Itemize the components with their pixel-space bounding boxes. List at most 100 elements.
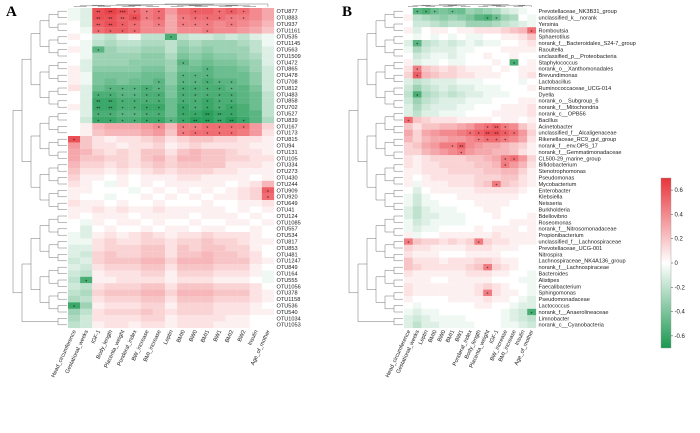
heatmap-a-cell xyxy=(80,14,93,21)
heatmap-b-cell xyxy=(439,174,449,181)
heatmap-b-cell xyxy=(430,302,440,309)
heatmap-b-cell xyxy=(421,148,431,156)
heatmap-a-cell xyxy=(225,148,238,156)
heatmap-a-cell xyxy=(68,104,81,111)
heatmap-a-cell xyxy=(140,315,153,322)
heatmap-b-cell xyxy=(474,257,484,265)
heatmap-a-cell xyxy=(68,168,81,175)
heatmap-a-cell xyxy=(164,168,178,175)
column-dendrogram-branch xyxy=(73,6,87,7)
heatmap-a-cell xyxy=(225,27,238,34)
heatmap-a-cell xyxy=(164,91,178,98)
heatmap-a-cell xyxy=(152,308,166,316)
heatmap-b-cell xyxy=(412,257,422,265)
row-dendrogram-branch xyxy=(48,193,58,207)
heatmap-a-cell xyxy=(104,27,117,34)
heatmap-b-cell xyxy=(518,315,528,322)
heatmap-b-cell xyxy=(500,302,510,309)
heatmap-b-cell xyxy=(412,232,422,239)
heatmap-a-cell xyxy=(92,257,105,265)
heatmap-a-cell xyxy=(80,174,93,181)
heatmap-a-cell xyxy=(68,302,81,309)
heatmap-a-cell xyxy=(261,251,275,258)
heatmap-a-cell xyxy=(261,283,275,290)
heatmap-b-cell xyxy=(500,308,510,316)
heatmap-b-cell xyxy=(465,52,475,60)
heatmap-b-cell xyxy=(509,91,519,98)
heatmap-a-cell xyxy=(201,110,214,117)
row-dendrogram-branch xyxy=(48,65,58,79)
heatmap-b-cell xyxy=(404,129,413,137)
heatmap-a-cell xyxy=(152,270,166,277)
heatmap-b-cell xyxy=(448,174,457,181)
row-dendrogram-branch xyxy=(48,14,58,28)
row-label: unclassified_k__norank xyxy=(539,16,598,22)
heatmap-b-cell xyxy=(483,244,493,252)
row-label: OTU430 xyxy=(277,176,298,182)
heatmap-a-cell xyxy=(249,14,262,21)
heatmap-a-cell xyxy=(201,33,214,41)
heatmap-a-cell xyxy=(80,276,93,284)
colorbar-tick-label: 0.6 xyxy=(675,188,684,194)
heatmap-b-cell xyxy=(518,78,528,85)
heatmap-b-cell xyxy=(483,225,493,233)
heatmap-a-cell xyxy=(164,180,178,188)
heatmap-b-cell xyxy=(456,308,466,316)
heatmap-b-cell xyxy=(412,289,422,297)
heatmap-b-cell xyxy=(421,123,431,130)
significance-mark: * xyxy=(531,311,533,316)
heatmap-a-cell xyxy=(128,302,141,309)
heatmap-b-cell xyxy=(500,232,510,239)
heatmap-b-cell xyxy=(430,283,440,290)
significance-mark: * xyxy=(416,42,418,47)
significance-mark: * xyxy=(513,157,515,162)
heatmap-b-cell xyxy=(483,129,493,137)
heatmap-b-cell xyxy=(421,14,431,21)
heatmap-b-cell xyxy=(430,40,440,47)
heatmap-b-cell xyxy=(500,136,510,143)
heatmap-a-cell xyxy=(80,315,93,322)
heatmap-a-cell xyxy=(68,180,81,188)
heatmap-b-cell xyxy=(412,264,422,271)
heatmap-a-cell xyxy=(213,46,226,53)
row-label: Prevotellaceae_NK3B31_group xyxy=(539,9,617,15)
heatmap-a-cell xyxy=(249,78,262,85)
heatmap-a-cell xyxy=(68,155,81,162)
significance-mark: * xyxy=(231,93,233,98)
row-label: OTU1247 xyxy=(277,259,301,265)
significance-mark: * xyxy=(73,138,75,143)
row-dendrogram-branch xyxy=(384,90,394,105)
heatmap-a-cell xyxy=(225,289,238,297)
heatmap-b-cell xyxy=(456,148,466,156)
heatmap-a-cell xyxy=(92,174,105,181)
heatmap-a-cell xyxy=(201,78,214,85)
heatmap-a-cell xyxy=(177,116,190,124)
row-dendrogram-branch xyxy=(384,167,394,182)
column-label: BW1 xyxy=(213,329,224,343)
heatmap-a-cell xyxy=(249,276,262,284)
heatmap-a-cell xyxy=(128,289,141,297)
heatmap-a-cell xyxy=(104,289,117,297)
heatmap-a-cell xyxy=(152,46,166,53)
heatmap-b: * * * ** ********* ** ** * ** ** * ** * * ** **** **** **… xyxy=(348,4,636,379)
heatmap-a-cell xyxy=(116,104,129,111)
heatmap-b-cell xyxy=(474,219,484,226)
row-dendrogram-branch xyxy=(57,74,67,82)
heatmap-a-cell xyxy=(140,52,153,60)
heatmap-a-cell xyxy=(237,78,250,85)
heatmap-b-cell xyxy=(448,270,457,277)
heatmap-a-cell xyxy=(249,168,262,175)
heatmap-b-cell xyxy=(465,232,475,239)
significance-mark: * xyxy=(206,132,208,137)
heatmap-b-cell xyxy=(404,251,413,258)
heatmap-b-cell xyxy=(500,46,510,53)
heatmap-a-cell xyxy=(225,8,238,15)
heatmap-a-cell xyxy=(140,84,153,92)
heatmap-a-cell xyxy=(177,123,190,130)
heatmap-a-cell xyxy=(237,33,250,41)
heatmap-b-cell xyxy=(474,168,484,175)
heatmap-b-cell xyxy=(492,52,501,60)
heatmap-a-cell xyxy=(128,52,141,60)
heatmap-b-cell xyxy=(527,14,537,21)
heatmap-a-cell xyxy=(213,187,226,194)
